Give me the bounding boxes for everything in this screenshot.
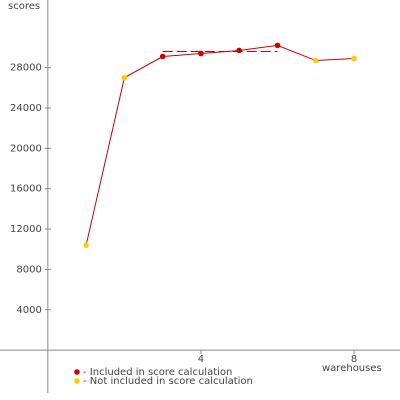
- legend-label: - Not included in score calculation: [83, 376, 253, 387]
- y-tick-label: 4000: [16, 305, 41, 316]
- legend-marker: [74, 369, 80, 375]
- data-point: [312, 57, 319, 64]
- y-tick-label: 16000: [10, 184, 42, 195]
- legend-marker: [74, 378, 80, 384]
- legend-label: - Included in score calculation: [83, 367, 232, 378]
- x-tick-label: 4: [198, 354, 204, 365]
- y-tick-label: 28000: [10, 63, 42, 74]
- data-point: [198, 50, 204, 57]
- x-axis-label: warehouses: [322, 363, 382, 374]
- data-point: [159, 53, 166, 60]
- y-tick-label: 20000: [10, 143, 42, 154]
- x-tick-label: 8: [351, 354, 357, 365]
- y-axis-label: scores: [8, 1, 40, 12]
- data-point: [236, 47, 243, 54]
- data-point: [274, 42, 281, 49]
- y-tick-label: 8000: [16, 264, 41, 275]
- y-tick-label: 24000: [10, 103, 42, 114]
- data-point: [351, 55, 357, 62]
- y-tick-label: 12000: [10, 224, 42, 235]
- data-point: [83, 242, 89, 248]
- data-point: [121, 74, 128, 81]
- score-line-series: [85, 44, 355, 246]
